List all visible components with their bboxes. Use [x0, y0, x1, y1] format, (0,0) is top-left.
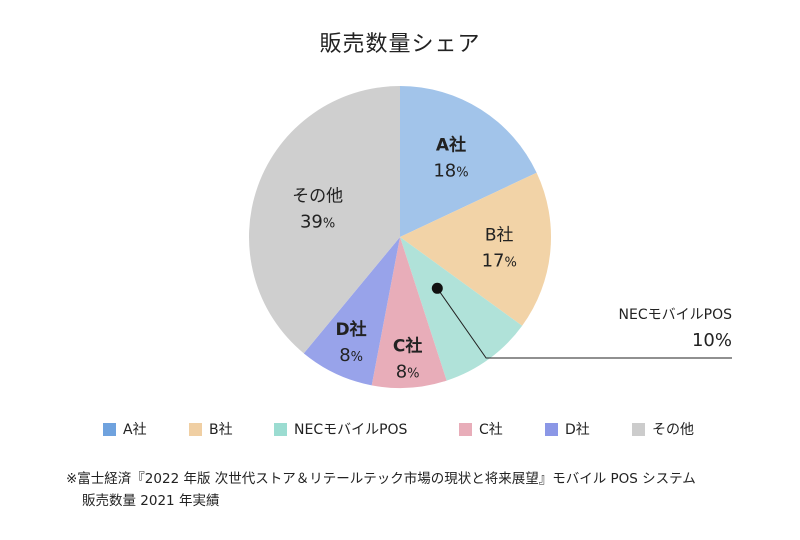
legend-item: NECモバイルPOS [274, 419, 407, 439]
pie-slice [303, 237, 400, 386]
pie-slice [400, 86, 537, 237]
slice-label-name: A社 [436, 135, 466, 156]
slice-label-value: 18% [433, 161, 468, 182]
slice-label-name: その他 [292, 186, 343, 206]
chart-legend: A社 B社 NECモバイルPOS C社 D社 その他 [0, 419, 800, 441]
pie-slice [371, 237, 447, 389]
legend-item: C社 [459, 419, 503, 439]
source-note-line2: 販売数量 2021 年実績 [82, 493, 220, 509]
pie-slice [400, 172, 552, 326]
slice-label-value: 8% [339, 345, 363, 366]
legend-item: その他 [632, 419, 694, 439]
legend-label: NECモバイルPOS [294, 422, 408, 438]
legend-swatch [459, 422, 472, 436]
legend-label: C社 [479, 422, 503, 438]
slice-label-name: B社 [485, 225, 514, 245]
callout-leader-line [436, 288, 732, 359]
legend-item: B社 [189, 419, 233, 439]
legend-item: D社 [545, 419, 590, 439]
callout-label-name: NECモバイルPOS [619, 307, 733, 323]
legend-swatch [632, 422, 645, 436]
legend-swatch [189, 422, 202, 436]
slice-label-value: 17% [482, 250, 517, 271]
legend-item: A社 [103, 419, 147, 439]
callout-label-value: 10% [692, 330, 732, 351]
legend-swatch [545, 422, 558, 436]
slice-label-value: 39% [300, 211, 335, 232]
slice-label-name: D社 [336, 319, 367, 340]
callout-dot [431, 282, 443, 294]
chart-title: 販売数量シェア [319, 32, 481, 57]
source-note-line1: ※富士経済『2022 年版 次世代ストア＆リテールテック市場の現状と将来展望』モ… [66, 471, 696, 487]
pie-chart: A社 18% B社 17% C社 8% D社 8% その他 39% NECモバイルPOS 10% [248, 86, 733, 389]
legend-label: A社 [123, 422, 147, 438]
legend-label: B社 [209, 422, 233, 438]
legend-label: その他 [652, 422, 694, 438]
slice-label-name: C社 [393, 336, 422, 357]
pie-slice [248, 86, 400, 354]
legend-swatch [103, 422, 116, 436]
pie-slice [400, 237, 523, 381]
slice-label-value: 8% [396, 362, 420, 383]
legend-label: D社 [565, 422, 590, 438]
source-note: ※富士経済『2022 年版 次世代ストア＆リテールテック市場の現状と将来展望』モ… [66, 468, 766, 512]
legend-swatch [274, 422, 287, 436]
